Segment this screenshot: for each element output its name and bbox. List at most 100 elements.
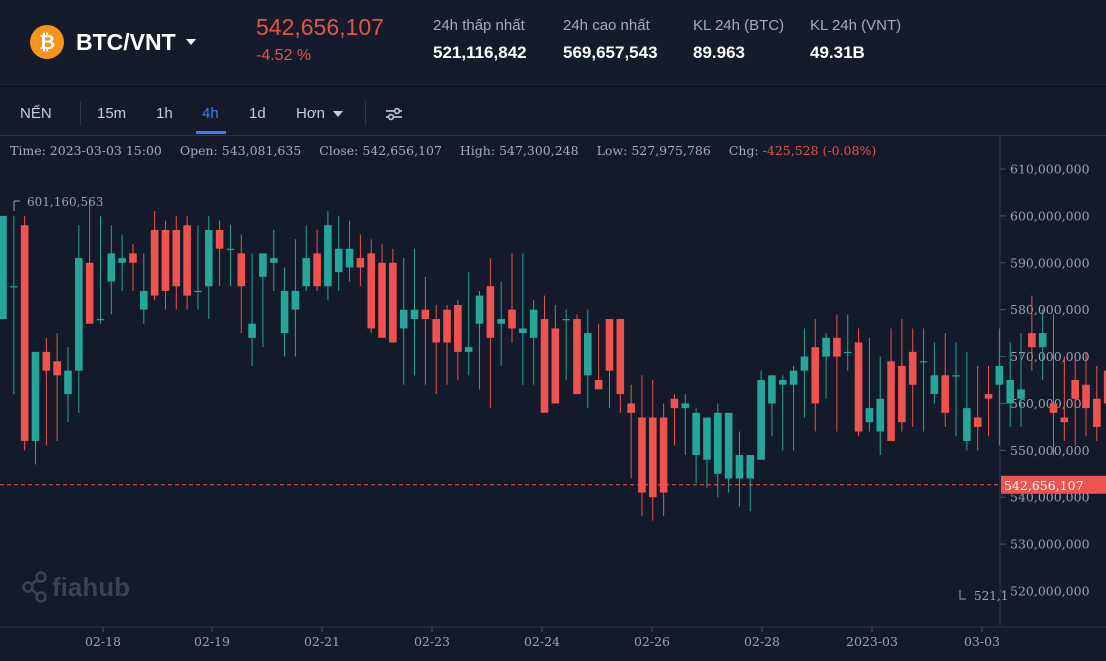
candle-body xyxy=(681,403,690,409)
candle-body xyxy=(31,351,40,441)
stat-value: 49.31B xyxy=(810,43,865,62)
candlestick-chart[interactable]: 610,000,000 600,000,000 590,000,000 580,000… xyxy=(0,136,1106,661)
candle-body xyxy=(497,319,505,324)
candle-body xyxy=(10,286,18,288)
interval-1d[interactable]: 1d xyxy=(249,105,266,122)
candle-body xyxy=(1017,389,1025,399)
candle-body xyxy=(20,225,29,441)
candle-body xyxy=(248,323,256,338)
toolbar-divider xyxy=(80,101,81,125)
candle-body xyxy=(150,229,159,296)
candle-body xyxy=(616,319,625,395)
candle-body xyxy=(53,361,61,376)
x-tick-label: 02-28 xyxy=(744,634,780,649)
x-tick-label: 2023-03 xyxy=(846,634,898,649)
candle-body xyxy=(161,229,170,291)
y-tick-label: 600,000,000 xyxy=(1010,208,1090,223)
candle-body xyxy=(746,455,755,479)
x-tick-label: 03-03 xyxy=(964,634,1000,649)
candle-body xyxy=(659,417,668,493)
candle-body xyxy=(551,328,560,404)
x-tick-label: 02-18 xyxy=(85,634,121,649)
candle-body xyxy=(941,375,950,413)
candle-body xyxy=(670,398,679,409)
stat-value: 569,657,543 xyxy=(563,43,658,62)
interval-1h[interactable]: 1h xyxy=(156,105,173,122)
candle-body xyxy=(291,290,300,310)
candle-body xyxy=(540,319,549,413)
candle-body xyxy=(302,258,311,287)
candle-body xyxy=(313,253,321,287)
y-tick-label: 530,000,000 xyxy=(1010,537,1090,552)
candle-body xyxy=(811,347,820,404)
candle-body xyxy=(605,319,614,371)
pair-selector[interactable]: ₿ BTC/VNT xyxy=(30,24,196,60)
y-tick-label: 570,000,000 xyxy=(1010,349,1090,364)
ohlc-info-line: Time: 2023-03-03 15:00 Open: 543,081,635… xyxy=(10,143,876,158)
stat-value: 89.963 xyxy=(693,43,745,62)
candle-body xyxy=(215,229,224,249)
candle-body xyxy=(269,258,278,263)
interval-4h[interactable]: 4h xyxy=(202,105,219,122)
more-intervals-dropdown[interactable]: Hơn xyxy=(296,105,344,122)
last-price: 542,656,107 xyxy=(256,14,384,40)
candle-body xyxy=(139,290,148,310)
candle-body xyxy=(713,412,722,474)
current-price-label: 542,656,107 xyxy=(1004,478,1084,493)
chg-value: -425,528 (-0.08%) xyxy=(762,143,877,158)
candle-body xyxy=(778,380,787,385)
candle-body xyxy=(410,309,419,320)
candle-body xyxy=(843,351,852,354)
more-label: Hơn xyxy=(296,105,326,122)
current-price-tag xyxy=(1001,475,1106,494)
candle-body xyxy=(876,398,885,432)
candle-body xyxy=(1049,403,1058,413)
candle-body xyxy=(378,262,386,338)
candle-body xyxy=(389,262,397,343)
candle-body xyxy=(930,375,939,395)
stat-label: KL 24h (BTC) xyxy=(693,17,785,34)
candle-body xyxy=(995,365,1004,385)
candle-body xyxy=(399,309,408,329)
stat-label: 24h cao nhất xyxy=(563,17,650,34)
active-interval-indicator xyxy=(196,131,226,134)
open-label: Open: xyxy=(179,143,218,158)
candle-body xyxy=(1082,384,1090,409)
high-marker-arrow xyxy=(13,200,20,211)
candle-body xyxy=(96,319,105,321)
low-label: Low: xyxy=(596,143,628,158)
x-tick-label: 02-21 xyxy=(304,634,340,649)
indicator-settings-icon[interactable] xyxy=(385,106,403,126)
candle-body xyxy=(64,370,72,395)
y-tick-label: 590,000,000 xyxy=(1010,255,1090,270)
pair-name: BTC/VNT xyxy=(76,28,176,55)
candle-body xyxy=(432,319,440,343)
stat-24h-high: 24h cao nhất 569,657,543 xyxy=(563,17,658,63)
candle-body xyxy=(1060,417,1069,423)
candle-body xyxy=(172,229,181,287)
candle-body xyxy=(183,225,191,296)
candle-body xyxy=(85,262,94,324)
x-tick-label: 02-19 xyxy=(194,634,230,649)
price-change: -4.52 % xyxy=(256,47,312,64)
y-tick-label: 580,000,000 xyxy=(1010,302,1090,317)
candle-body xyxy=(898,365,906,423)
candle-body xyxy=(226,248,235,250)
x-tick-label: 02-23 xyxy=(414,634,450,649)
chart-type-button[interactable]: NẾN xyxy=(20,105,52,122)
candle-body xyxy=(0,215,7,320)
candle-body xyxy=(833,337,841,357)
candle-body xyxy=(594,380,603,390)
open-value: 543,081,635 xyxy=(221,143,302,158)
candle-body xyxy=(280,290,289,334)
candle-body xyxy=(703,417,711,460)
candle-body xyxy=(129,253,137,263)
high-marker-label: 601,160,563 xyxy=(27,195,103,209)
candle-body xyxy=(984,394,993,399)
y-tick-label: 550,000,000 xyxy=(1010,443,1090,458)
candle-body xyxy=(757,380,765,460)
candle-body xyxy=(908,351,917,385)
candle-body xyxy=(421,309,430,320)
interval-15m[interactable]: 15m xyxy=(97,105,127,122)
candle-body xyxy=(259,253,267,277)
